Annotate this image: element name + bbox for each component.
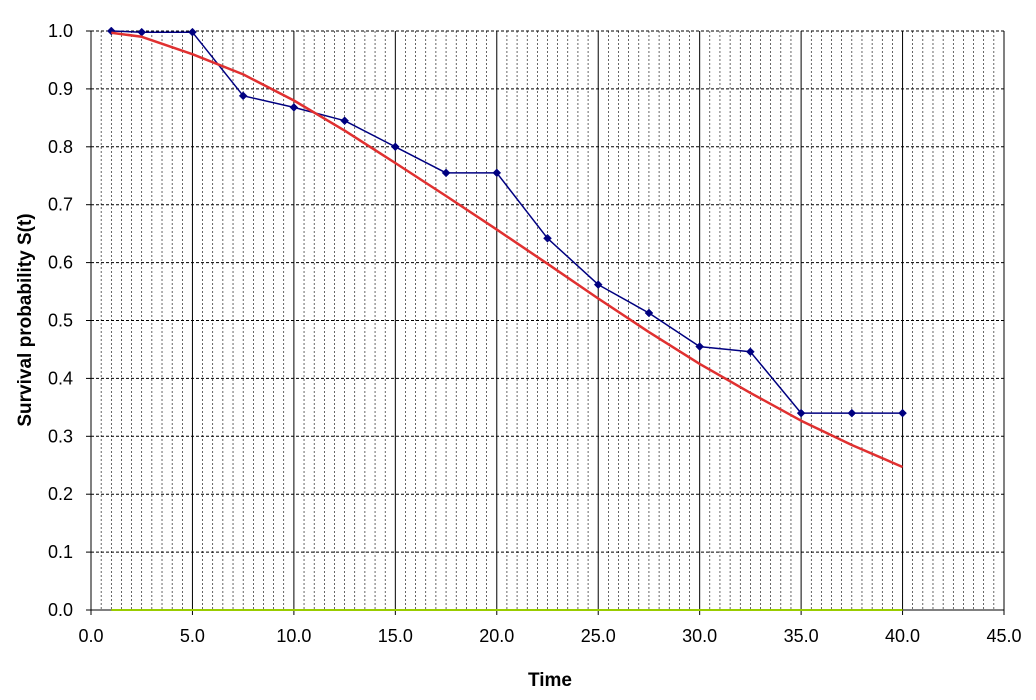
y-tick-label: 0.9 bbox=[48, 79, 73, 99]
x-tick-label: 5.0 bbox=[180, 626, 205, 646]
data-point-marker bbox=[340, 116, 349, 126]
y-tick-label: 1.0 bbox=[48, 21, 73, 41]
data-point-marker bbox=[390, 142, 400, 152]
plot-axes bbox=[86, 30, 1005, 615]
data-point-marker bbox=[644, 308, 654, 318]
data-point-marker bbox=[746, 347, 755, 357]
y-tick-label: 0.4 bbox=[48, 368, 73, 388]
data-point-marker bbox=[188, 27, 197, 37]
series-layer bbox=[106, 26, 907, 611]
x-tick-label: 30.0 bbox=[682, 626, 717, 646]
series-line-2 bbox=[111, 31, 904, 469]
data-point-marker bbox=[441, 168, 451, 178]
x-axis-title: Time bbox=[528, 670, 572, 691]
data-point-marker bbox=[796, 408, 806, 418]
data-point-marker bbox=[695, 342, 705, 351]
x-tick-label: 10.0 bbox=[276, 626, 311, 646]
y-tick-label: 0.8 bbox=[48, 137, 73, 157]
major-gridlines bbox=[91, 30, 1005, 610]
x-tick-label: 20.0 bbox=[479, 626, 514, 646]
data-point-marker bbox=[847, 408, 857, 418]
x-tick-label: 15.0 bbox=[378, 626, 413, 646]
y-tick-label: 0.7 bbox=[48, 195, 73, 215]
x-tick-label: 25.0 bbox=[581, 626, 616, 646]
x-tick-label: 45.0 bbox=[986, 626, 1021, 646]
y-tick-label: 0.2 bbox=[48, 484, 73, 504]
data-point-marker bbox=[289, 103, 299, 112]
data-point-marker bbox=[898, 408, 907, 418]
x-tick-label: 35.0 bbox=[784, 626, 819, 646]
data-point-marker bbox=[593, 280, 603, 289]
y-tick-label: 0.3 bbox=[48, 426, 73, 446]
x-tick-label: 40.0 bbox=[885, 626, 920, 646]
data-point-marker bbox=[492, 168, 502, 178]
data-point-marker bbox=[543, 233, 552, 243]
y-tick-label: 0.0 bbox=[48, 600, 73, 620]
y-axis-title: Survival probability S(t) bbox=[15, 213, 36, 426]
y-tick-label: 0.6 bbox=[48, 253, 73, 273]
x-tick-labels: 0.0 5.0 10.0 15.0 20.0 25.0 30.0 35.0 40.0 45.0 bbox=[78, 626, 1021, 646]
y-tick-labels: 0.0 0.1 0.2 0.3 0.4 0.5 0.6 0.7 0.8 0.9 1.0 bbox=[48, 21, 73, 620]
y-tick-label: 0.1 bbox=[48, 542, 73, 562]
data-point-marker bbox=[137, 27, 147, 37]
y-tick-label: 0.5 bbox=[48, 311, 73, 331]
x-tick-label: 0.0 bbox=[78, 626, 103, 646]
data-point-marker bbox=[238, 91, 248, 101]
